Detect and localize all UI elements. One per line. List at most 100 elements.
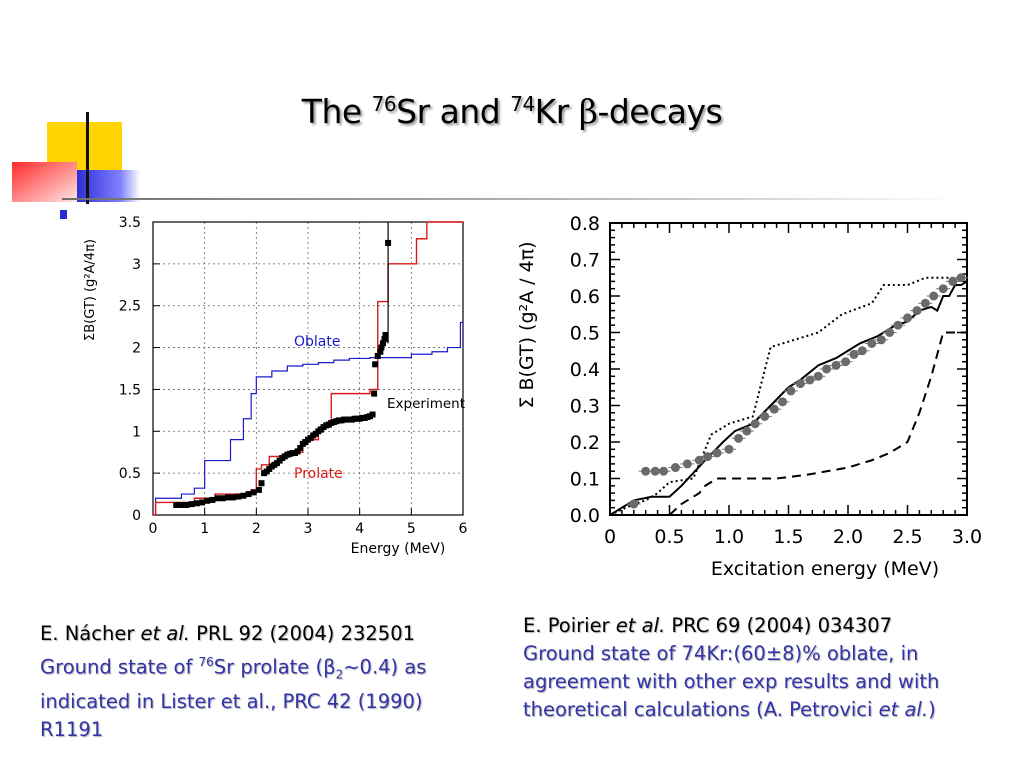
experiment-point bbox=[214, 495, 221, 502]
decor-blue-bar bbox=[75, 170, 140, 202]
right-caption: E. Poirier et al. PRC 69 (2004) 034307 G… bbox=[523, 612, 1021, 724]
experiment-point bbox=[245, 491, 252, 498]
data-point bbox=[786, 386, 796, 396]
x-axis-label: Energy (MeV) bbox=[351, 541, 446, 557]
experiment-point bbox=[250, 489, 257, 496]
data-point bbox=[641, 466, 651, 476]
experiment-point bbox=[183, 501, 190, 508]
left-caption: E. Nácher et al. PRL 92 (2004) 232501 Gr… bbox=[40, 620, 510, 744]
x-tick-label: 2.5 bbox=[892, 526, 922, 548]
y-tick-label: 2 bbox=[132, 341, 141, 357]
y-tick-label: 0.1 bbox=[570, 469, 600, 491]
experiment-point bbox=[199, 499, 206, 506]
experiment-point bbox=[219, 495, 226, 502]
experiment-point bbox=[377, 348, 384, 355]
left-citation: E. Nácher et al. PRL 92 (2004) 232501 bbox=[40, 622, 416, 645]
data-point bbox=[831, 360, 841, 370]
right-description: Ground state of 74Kr:(60±8)% oblate, in … bbox=[523, 642, 940, 721]
y-tick-label: 0.5 bbox=[119, 466, 141, 482]
prolate-label: Prolate bbox=[294, 466, 343, 482]
slide-title: The 76Sr and 74Kr β-decays bbox=[301, 92, 723, 131]
data-point bbox=[712, 448, 722, 458]
data-point bbox=[920, 298, 930, 308]
data-point bbox=[867, 338, 877, 348]
x-tick-label: 1.0 bbox=[714, 526, 744, 548]
y-tick-label: 0.2 bbox=[570, 432, 600, 454]
y-axis-label: Σ B(GT) (g²A / 4π) bbox=[516, 241, 538, 408]
y-axis-label: ΣB(GT) (g²A/4π) bbox=[83, 239, 98, 341]
experiment-point bbox=[297, 445, 304, 452]
experiment-point bbox=[230, 494, 237, 501]
data-point bbox=[703, 452, 713, 462]
oblate-line bbox=[153, 321, 463, 516]
data-point bbox=[734, 433, 744, 443]
x-tick-label: 1 bbox=[200, 521, 209, 537]
left-bgt-chart: 0 1 2 3 4 5 6 0 0.5 1 1.5 2 2.5 3 3.5 Energy (MeV) ΣB(GT… bbox=[83, 215, 468, 557]
data-point bbox=[769, 404, 779, 414]
right-citation: E. Poirier et al. PRC 69 (2004) 034307 bbox=[523, 614, 893, 637]
data-point bbox=[724, 444, 734, 454]
x-tick-label: 3.0 bbox=[952, 526, 982, 548]
experiment-point bbox=[173, 501, 180, 508]
experiment-point bbox=[372, 361, 379, 368]
experiment-point bbox=[204, 497, 211, 504]
data-point bbox=[948, 276, 958, 286]
data-point bbox=[659, 466, 669, 476]
data-point bbox=[938, 284, 948, 294]
data-point bbox=[778, 397, 788, 407]
data-point bbox=[682, 459, 692, 469]
dotted-curve bbox=[609, 276, 967, 516]
data-point bbox=[694, 455, 704, 465]
experiment-point bbox=[378, 344, 385, 351]
y-tick-label: 3 bbox=[132, 257, 141, 273]
data-point bbox=[903, 313, 912, 323]
experiment-label: Experiment bbox=[387, 396, 465, 412]
y-tick-label: 0 bbox=[132, 508, 141, 524]
x-tick-label: 6 bbox=[459, 521, 468, 537]
data-point bbox=[893, 320, 903, 330]
x-tick-label: 2.0 bbox=[833, 526, 863, 548]
experiment-point bbox=[379, 340, 386, 347]
experiment-point bbox=[371, 390, 378, 397]
data-point bbox=[885, 328, 895, 337]
solid-curve bbox=[609, 280, 968, 516]
data-point bbox=[912, 306, 922, 316]
experiment-point bbox=[240, 492, 247, 499]
y-tick-label: 2.5 bbox=[119, 299, 141, 315]
data-point bbox=[742, 426, 752, 436]
data-point bbox=[760, 411, 770, 421]
experiment-point bbox=[188, 501, 195, 508]
experiment-point bbox=[369, 411, 376, 418]
y-tick-label: 0.0 bbox=[570, 505, 600, 527]
data-point bbox=[629, 499, 639, 509]
experiment-point bbox=[382, 332, 389, 339]
y-tick-label: 0.4 bbox=[570, 359, 600, 381]
experiment-point bbox=[193, 500, 200, 507]
data-point bbox=[805, 375, 815, 385]
y-tick-label: 0.5 bbox=[570, 323, 600, 345]
data-point bbox=[849, 349, 859, 359]
oblate-label: Oblate bbox=[294, 334, 340, 350]
dashed-curve bbox=[610, 331, 967, 516]
x-tick-label: 2 bbox=[252, 521, 261, 537]
data-point bbox=[670, 463, 680, 473]
x-tick-label: 3 bbox=[304, 521, 313, 537]
data-point bbox=[876, 335, 886, 345]
x-tick-label: 5 bbox=[407, 521, 416, 537]
decor-vertical-line bbox=[86, 112, 89, 204]
experiment-point bbox=[385, 239, 392, 246]
right-bgt-chart: 0 0.5 1.0 1.5 2.0 2.5 3.0 0.0 0.1 0.2 0.3 0.4 0.5 0.6… bbox=[516, 213, 982, 580]
y-tick-label: 1 bbox=[132, 424, 141, 440]
y-tick-label: 0.7 bbox=[570, 250, 600, 272]
data-point bbox=[650, 466, 660, 476]
x-axis-label: Excitation energy (MeV) bbox=[711, 558, 939, 580]
x-tick-label: 1.5 bbox=[773, 526, 803, 548]
experiment-point bbox=[235, 493, 242, 500]
experiment-point bbox=[255, 486, 262, 493]
data-point bbox=[929, 291, 939, 301]
bullet-icon bbox=[60, 210, 67, 219]
experiment-point bbox=[374, 352, 381, 359]
data-point bbox=[822, 364, 832, 374]
experiment-point bbox=[294, 448, 301, 455]
experiment-point bbox=[224, 494, 231, 501]
